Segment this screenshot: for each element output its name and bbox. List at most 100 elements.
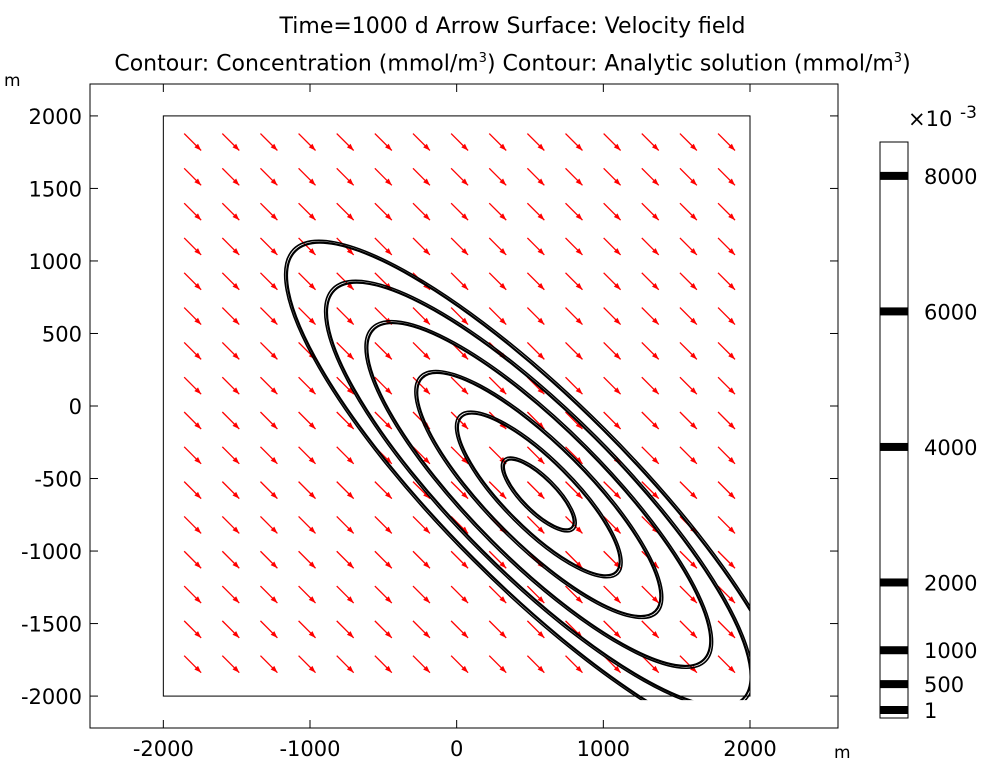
velocity-arrow — [565, 237, 583, 256]
analytic-contour — [323, 279, 751, 701]
velocity-arrow — [221, 272, 240, 291]
velocity-arrow — [259, 620, 278, 639]
velocity-arrow — [565, 550, 583, 569]
velocity-arrow — [183, 341, 202, 360]
velocity-arrow — [221, 341, 240, 360]
velocity-arrow — [412, 307, 431, 326]
velocity-arrow — [450, 307, 469, 326]
x-tick-label: 0 — [450, 737, 463, 761]
concentration-contours — [283, 239, 751, 701]
velocity-arrow — [259, 272, 278, 291]
velocity-arrow — [221, 446, 240, 465]
velocity-arrow — [679, 481, 698, 500]
velocity-arrow — [259, 550, 278, 569]
y-tick-label: 2000 — [29, 105, 82, 129]
velocity-arrow — [336, 620, 355, 639]
velocity-arrow-field — [183, 133, 736, 674]
velocity-arrow — [221, 550, 240, 569]
velocity-arrow — [603, 307, 622, 326]
velocity-arrow — [565, 202, 583, 221]
velocity-arrow — [374, 376, 393, 395]
velocity-arrow — [221, 237, 240, 256]
velocity-arrow — [336, 202, 355, 221]
concentration-contour — [502, 458, 575, 531]
velocity-arrow — [221, 585, 240, 604]
velocity-arrow — [488, 202, 507, 221]
title-sup-2: 3 — [893, 51, 903, 66]
velocity-arrow — [679, 237, 698, 256]
velocity-arrow — [450, 446, 469, 465]
velocity-arrow — [717, 550, 736, 569]
velocity-arrow — [488, 446, 507, 465]
velocity-arrow — [526, 481, 545, 500]
velocity-arrow — [336, 341, 355, 360]
velocity-arrow — [412, 515, 431, 534]
velocity-arrow — [717, 307, 736, 326]
velocity-arrow — [603, 376, 622, 395]
colorbar-label: 2000 — [924, 571, 977, 595]
velocity-arrow — [221, 481, 240, 500]
velocity-arrow — [488, 133, 507, 151]
concentration-contour — [416, 371, 662, 618]
velocity-arrow — [374, 341, 393, 360]
velocity-arrow — [717, 620, 736, 639]
axis-ticks: -2000 -1000 0 1000 2000 2000 1500 1000 500 0 -500 -… — [4, 71, 851, 763]
velocity-arrow — [221, 515, 240, 534]
velocity-arrow — [641, 202, 660, 221]
velocity-arrow — [374, 237, 393, 256]
velocity-arrow — [221, 655, 240, 674]
velocity-arrow — [221, 202, 240, 221]
velocity-arrow — [526, 620, 545, 639]
colorbar-box — [879, 141, 909, 719]
velocity-arrow — [221, 307, 240, 326]
concentration-contour — [285, 241, 751, 701]
x-tick-label: 2000 — [723, 737, 776, 761]
velocity-arrow — [488, 655, 507, 674]
velocity-arrow — [259, 376, 278, 395]
title-sup-1: 3 — [478, 51, 487, 66]
velocity-arrow — [450, 585, 469, 604]
velocity-arrow — [526, 167, 545, 186]
velocity-arrow — [488, 585, 507, 604]
velocity-arrow — [412, 481, 431, 500]
velocity-arrow — [221, 620, 240, 639]
velocity-arrow — [679, 655, 698, 674]
velocity-arrow — [298, 307, 317, 326]
velocity-arrow — [641, 620, 660, 639]
velocity-arrow — [717, 237, 736, 256]
velocity-arrow — [717, 133, 736, 151]
velocity-arrow — [679, 202, 698, 221]
colorbar-label: 8000 — [924, 165, 977, 189]
chart-title-line-2: Contour: Concentration (mmol/m3) Contour… — [0, 46, 1000, 77]
velocity-arrow — [412, 237, 431, 256]
velocity-arrow — [259, 481, 278, 500]
velocity-arrow — [412, 446, 431, 465]
y-tick-label: -1500 — [21, 613, 82, 637]
velocity-arrow — [526, 411, 545, 430]
colorbar-level-band — [880, 646, 908, 655]
velocity-arrow — [374, 167, 393, 186]
velocity-arrow — [717, 341, 736, 360]
velocity-arrow — [336, 167, 355, 186]
velocity-arrow — [336, 515, 355, 534]
velocity-arrow — [641, 376, 660, 395]
velocity-arrow — [183, 167, 202, 186]
velocity-arrow — [488, 376, 507, 395]
domain-boundary — [162, 115, 751, 697]
y-tick-label: 1000 — [29, 250, 82, 274]
velocity-arrow — [183, 376, 202, 395]
velocity-arrow — [717, 411, 736, 430]
velocity-arrow — [565, 446, 583, 465]
velocity-arrow — [336, 307, 355, 326]
y-tick-label: 1500 — [29, 177, 82, 201]
velocity-arrow — [679, 307, 698, 326]
velocity-arrow — [374, 655, 393, 674]
velocity-arrow — [259, 585, 278, 604]
velocity-arrow — [717, 446, 736, 465]
velocity-arrow — [298, 481, 317, 500]
colorbar-label: 6000 — [924, 300, 977, 324]
velocity-arrow — [565, 307, 583, 326]
velocity-arrow — [183, 515, 202, 534]
velocity-arrow — [298, 515, 317, 534]
analytic-contour — [283, 239, 751, 701]
